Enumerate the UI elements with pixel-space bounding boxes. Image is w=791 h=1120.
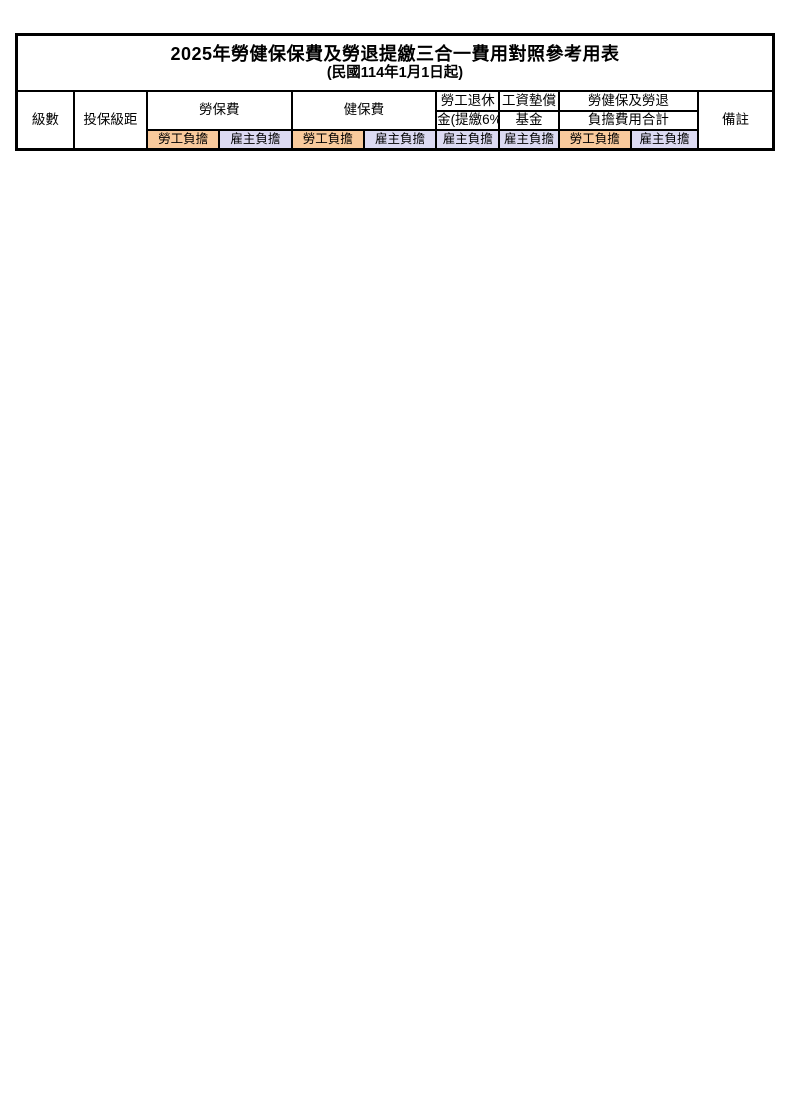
- col-header-health-fee: 健保費: [290, 90, 438, 131]
- fee-table: 2025年勞健保保費及勞退提繳三合一費用對照參考用表 (民國114年1月1日起)…: [15, 33, 775, 151]
- col-header-pension-line2: 金(提繳6%): [435, 110, 501, 131]
- title-row: 2025年勞健保保費及勞退提繳三合一費用對照參考用表 (民國114年1月1日起): [15, 33, 775, 92]
- col-header-note: 備註: [697, 90, 775, 151]
- subheader-fund-employer: 雇主負擔: [498, 129, 560, 151]
- subheader-labor-employee: 勞工負擔: [145, 129, 221, 151]
- header-row-3: 勞工負擔 雇主負擔 勞工負擔 雇主負擔 雇主負擔 雇主負擔 勞工負擔 雇主負擔: [17, 129, 774, 151]
- header-row-2: 金(提繳6%) 基金 負擔費用合計: [17, 110, 774, 131]
- header-row-1: 級數 投保級距 勞保費 健保費 勞工退休 工資墊償 勞健保及勞退 備註: [15, 90, 775, 151]
- subheader-total-employee: 勞工負擔: [557, 129, 632, 151]
- subheader-pension-employer: 雇主負擔: [435, 129, 501, 151]
- col-header-pension-line1: 勞工退休: [435, 90, 501, 112]
- page-title: 2025年勞健保保費及勞退提繳三合一費用對照參考用表: [170, 43, 620, 64]
- fee-table-wrapper: 2025年勞健保保費及勞退提繳三合一費用對照參考用表 (民國114年1月1日起)…: [15, 33, 775, 151]
- col-header-bracket: 投保級距: [72, 90, 149, 151]
- col-header-total-line2: 負擔費用合計: [557, 110, 700, 131]
- subheader-labor-employer: 雇主負擔: [218, 129, 293, 151]
- subheader-health-employee: 勞工負擔: [290, 129, 365, 151]
- page-subtitle: (民國114年1月1日起): [326, 64, 464, 81]
- subheader-total-employer: 雇主負擔: [629, 129, 700, 151]
- col-header-fund-line1: 工資墊償: [498, 90, 560, 112]
- col-header-labor-fee: 勞保費: [146, 90, 293, 131]
- title-cell: 2025年勞健保保費及勞退提繳三合一費用對照參考用表 (民國114年1月1日起): [15, 33, 775, 92]
- col-header-fund-line2: 基金: [498, 110, 560, 131]
- subheader-health-employer: 雇主負擔: [362, 129, 438, 151]
- col-header-level: 級數: [15, 90, 75, 151]
- col-header-total-line1: 勞健保及勞退: [557, 90, 700, 112]
